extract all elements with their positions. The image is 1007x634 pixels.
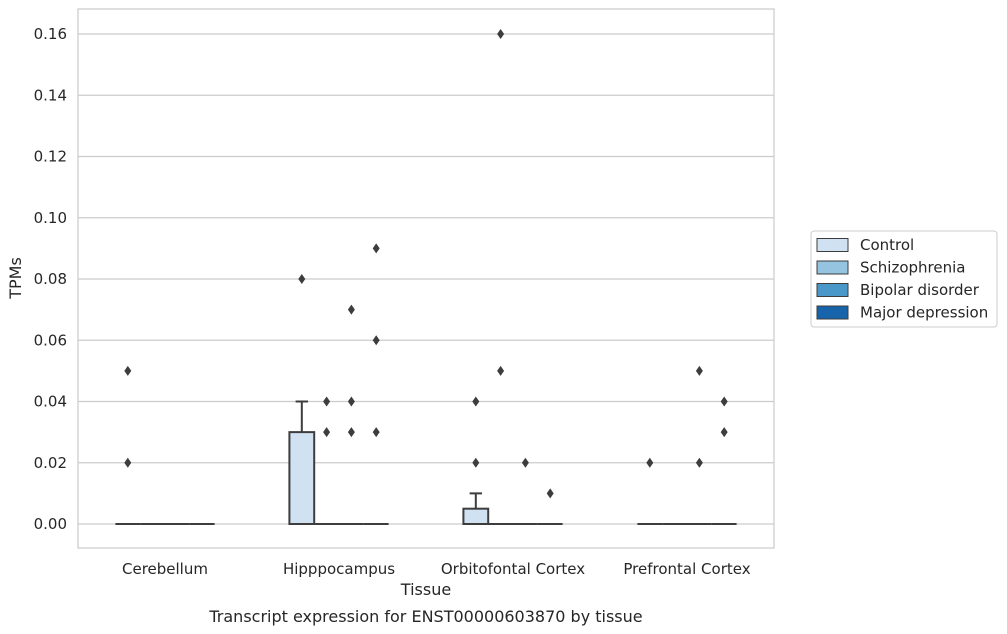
box-control bbox=[288, 274, 316, 525]
outlier-point bbox=[323, 427, 331, 438]
outlier-point bbox=[472, 396, 480, 407]
outlier-point bbox=[472, 457, 480, 468]
x-tick-label: Hipppocampus bbox=[283, 560, 395, 578]
legend-swatch bbox=[816, 238, 849, 252]
box-schizophrenia bbox=[314, 396, 339, 525]
outlier-point bbox=[720, 427, 728, 438]
box-body bbox=[462, 507, 490, 525]
outlier-point bbox=[372, 243, 380, 254]
outlier-point bbox=[124, 457, 132, 468]
legend-swatch bbox=[816, 305, 849, 320]
y-tick-label: 0.12 bbox=[34, 148, 67, 166]
chart-caption: Transcript expression for ENST0000060387… bbox=[208, 607, 642, 626]
outlier-point bbox=[347, 304, 355, 315]
box-major-depression bbox=[537, 488, 563, 525]
box-control bbox=[462, 396, 490, 525]
box-control bbox=[637, 457, 663, 525]
outlier-point bbox=[720, 396, 728, 407]
y-tick-label: 0.04 bbox=[34, 393, 67, 411]
outlier-point bbox=[695, 365, 703, 376]
box-bipolar-disorder bbox=[339, 304, 364, 525]
legend-frame bbox=[810, 230, 998, 328]
outlier-point bbox=[347, 396, 355, 407]
x-axis-tick-labels: Cerebellum Hipppocampus Orbitofontal Corte… bbox=[122, 560, 751, 578]
outlier-point bbox=[347, 427, 355, 438]
outlier-point bbox=[695, 457, 703, 468]
box-major-depression bbox=[363, 243, 389, 525]
x-tick-label: Cerebellum bbox=[122, 560, 208, 578]
legend-swatch bbox=[816, 260, 849, 275]
x-tick-label: Prefrontal Cortex bbox=[623, 560, 750, 578]
plot-frame bbox=[77, 8, 775, 549]
outlier-point bbox=[546, 488, 554, 499]
box-major-depression bbox=[711, 396, 737, 525]
y-tick-label: 0.02 bbox=[34, 454, 67, 472]
legend-label: Bipolar disorder bbox=[860, 281, 980, 299]
legend: Control Schizophrenia Bipolar disorder Majo… bbox=[810, 230, 998, 328]
box-control bbox=[115, 365, 141, 525]
box-bipolar-disorder bbox=[513, 457, 538, 525]
legend-label: Control bbox=[860, 236, 914, 254]
outlier-point bbox=[646, 457, 654, 468]
legend-swatch bbox=[816, 283, 849, 297]
x-tick-label: Orbitofontal Cortex bbox=[441, 560, 585, 578]
y-tick-label: 0.00 bbox=[34, 515, 67, 533]
y-tick-label: 0.10 bbox=[34, 209, 67, 227]
y-tick-label: 0.06 bbox=[34, 331, 67, 349]
y-tick-label: 0.16 bbox=[34, 25, 67, 43]
outlier-point bbox=[372, 335, 380, 346]
outlier-point bbox=[521, 457, 529, 468]
y-axis-label: TPMs bbox=[6, 257, 25, 300]
outlier-point bbox=[497, 29, 505, 39]
y-tick-label: 0.14 bbox=[34, 86, 67, 104]
box-body bbox=[288, 431, 316, 525]
legend-label: Schizophrenia bbox=[860, 259, 965, 277]
box-schizophrenia bbox=[488, 29, 513, 525]
box-bipolar-disorder bbox=[687, 365, 712, 525]
y-tick-label: 0.08 bbox=[34, 270, 67, 288]
outlier-point bbox=[124, 365, 132, 376]
legend-label: Major depression bbox=[860, 304, 988, 322]
outlier-point bbox=[372, 427, 380, 438]
box-plot-series bbox=[115, 29, 737, 525]
outlier-point bbox=[323, 396, 331, 407]
legend-items: Control Schizophrenia Bipolar disorder Majo… bbox=[816, 236, 988, 322]
outlier-point bbox=[298, 274, 306, 284]
outlier-point bbox=[497, 365, 505, 376]
x-axis-label: Tissue bbox=[400, 580, 451, 599]
y-axis-tick-labels: 0.00 0.02 0.04 0.06 0.08 0.10 0.12 0.14 0.16 bbox=[34, 25, 67, 533]
